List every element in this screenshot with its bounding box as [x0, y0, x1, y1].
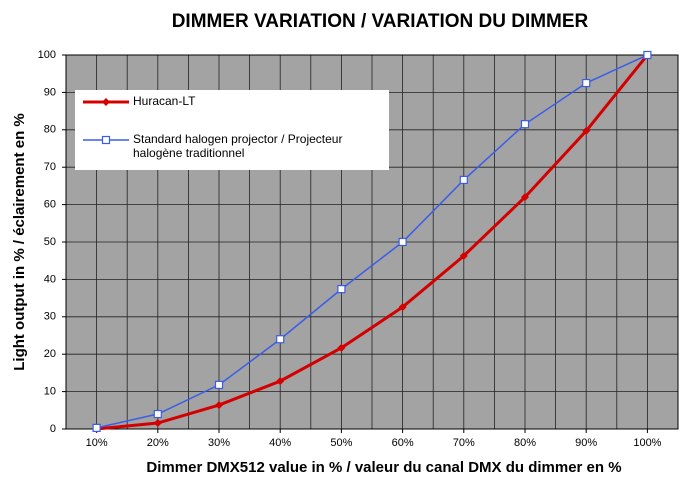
x-tick-label: 100%: [633, 437, 661, 449]
x-tick-label: 60%: [392, 437, 414, 449]
marker: [582, 78, 591, 88]
plot-border: [65, 54, 679, 430]
legend: Huracan-LT Standard halogen projector / P…: [75, 90, 389, 170]
marker: [582, 126, 591, 135]
series-line: [96, 54, 649, 431]
x-tick-label: 90%: [575, 437, 597, 449]
marker: [521, 193, 529, 202]
x-tick-label: 30%: [208, 437, 230, 449]
x-tick-label: 20%: [147, 437, 169, 449]
marker: [101, 135, 111, 145]
y-tick-label: 20: [44, 348, 56, 360]
chart-title: DIMMER VARIATION / VARIATION DU DIMMER: [172, 11, 589, 32]
marker: [153, 419, 162, 428]
x-axis-label: Dimmer DMX512 value in % / valeur du can…: [146, 459, 621, 476]
marker: [215, 401, 223, 410]
marker: [276, 335, 285, 344]
legend-symbol: [83, 135, 129, 145]
marker: [459, 251, 468, 260]
x-tick-label: 80%: [514, 437, 536, 449]
y-tick-label: 30: [44, 311, 56, 323]
marker: [337, 343, 346, 352]
marker: [214, 380, 224, 389]
marker: [337, 285, 346, 294]
legend-label: Standard halogen projector / Projecteur …: [133, 132, 343, 160]
y-tick-label: 90: [44, 86, 56, 98]
y-tick-label: 10: [44, 386, 56, 398]
marker: [520, 120, 530, 129]
marker: [398, 237, 407, 247]
marker: [102, 98, 110, 106]
y-tick-label: 80: [44, 124, 56, 136]
y-tick-label: 70: [44, 161, 56, 173]
marker: [398, 303, 407, 312]
x-tick-label: 50%: [330, 437, 352, 449]
x-tick-label: 70%: [453, 437, 475, 449]
marker: [459, 175, 468, 185]
marker: [643, 50, 652, 60]
y-tick-label: 100: [38, 49, 56, 61]
x-tick-label: 40%: [269, 437, 291, 449]
marker: [276, 377, 285, 386]
legend-symbol: [83, 98, 129, 106]
y-axis-label: Light output in % / éclairement en %: [11, 113, 28, 371]
y-tick-label: 50: [44, 236, 56, 248]
y-tick-label: 40: [44, 273, 56, 285]
x-tick-label: 10%: [86, 437, 108, 449]
legend-label: Huracan-LT: [133, 94, 196, 108]
marker: [92, 423, 101, 432]
y-tick-label: 60: [44, 199, 56, 211]
marker: [153, 409, 162, 419]
y-tick-label: 0: [50, 423, 56, 435]
series-line: [96, 54, 648, 429]
